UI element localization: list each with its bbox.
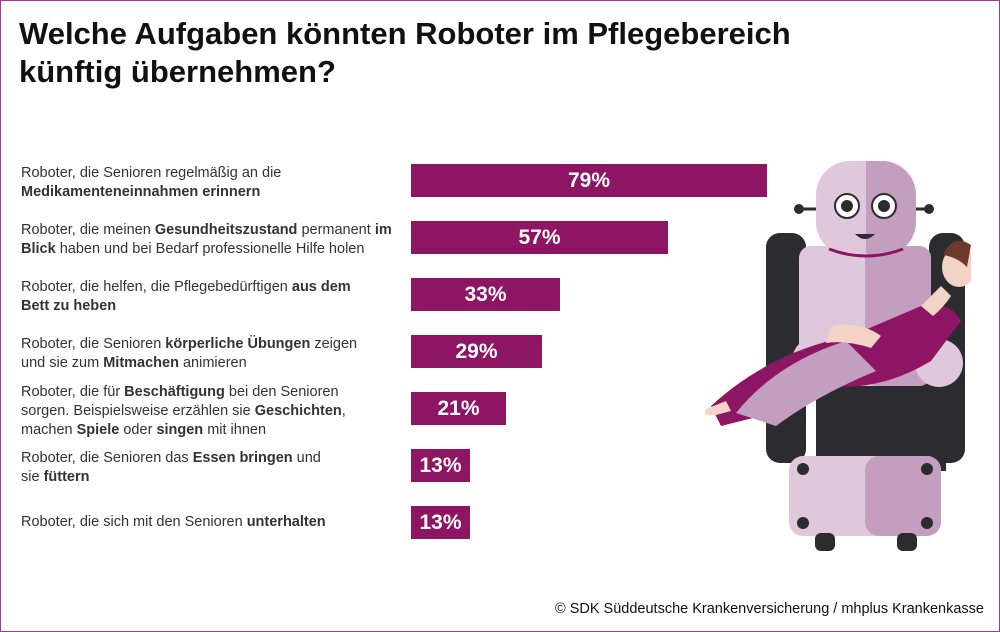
bar <box>411 335 542 368</box>
bar-value-label: 13% <box>419 511 462 534</box>
bar-value-label: 13% <box>419 454 462 477</box>
bar-value-label: 57% <box>518 226 561 249</box>
category-label: Roboter, die meinen Gesundheitszustand p… <box>21 222 392 257</box>
source-credit: © SDK Süddeutsche Krankenversicherung / … <box>555 601 984 617</box>
bar-value-label: 33% <box>464 283 507 306</box>
bar-value-label: 79% <box>567 169 611 192</box>
category-label: Roboter, die sich mit den Senioren unter… <box>21 514 326 530</box>
bar <box>411 392 506 425</box>
bar-value-label: 29% <box>455 340 498 363</box>
bar <box>411 164 767 197</box>
category-label: Roboter, die Senioren regelmäßig an die … <box>21 165 282 200</box>
bar <box>411 278 560 311</box>
bar <box>411 221 668 254</box>
robot-illustration <box>704 161 971 551</box>
category-label: Roboter, die für Beschäftigung bei den S… <box>21 384 346 438</box>
category-label: Roboter, die Senioren körperliche Übunge… <box>21 336 358 371</box>
title-line-1: Welche Aufgaben könnten Roboter im Pfleg… <box>19 16 791 51</box>
bar-value-label: 21% <box>437 397 480 420</box>
chart-title: Welche Aufgaben könnten Roboter im Pfleg… <box>19 15 919 91</box>
bar <box>411 449 470 482</box>
title-line-2: künftig übernehmen? <box>19 54 336 89</box>
category-label: Roboter, die helfen, die Pflegebedürftig… <box>21 279 351 314</box>
category-label: Roboter, die Senioren das Essen bringen … <box>21 450 321 485</box>
bar <box>411 506 470 539</box>
